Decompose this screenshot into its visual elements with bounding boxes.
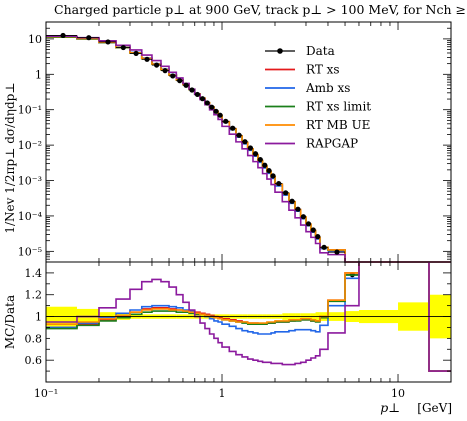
legend-label: RT xs <box>306 63 340 77</box>
legend-entry-rt-xs: RT xs <box>265 63 340 77</box>
ratio-line-rapgap <box>46 261 451 372</box>
legend-entry-rt-xs-limit: RT xs limit <box>265 100 371 114</box>
data-point <box>310 227 316 233</box>
legend-entry-rapgap: RAPGAP <box>265 137 358 151</box>
data-point <box>189 87 195 93</box>
legend-label: Data <box>306 44 335 58</box>
data-point <box>289 198 295 204</box>
y-tick-label: 1 <box>35 68 42 81</box>
data-point <box>154 62 160 68</box>
data-point <box>236 132 242 138</box>
ratio-panel-frame <box>45 261 452 383</box>
legend-label: RAPGAP <box>306 137 358 151</box>
data-point <box>170 73 176 79</box>
y-tick-label: 10⁻¹ <box>18 104 42 117</box>
data-point <box>266 168 272 174</box>
y-tick-label: 10 <box>28 33 42 46</box>
data-point <box>295 206 301 212</box>
data-point <box>252 151 259 157</box>
chart-title: Charged particle p⊥ at 900 GeV, track p⊥… <box>54 2 467 17</box>
data-point <box>257 156 263 163</box>
data-point <box>334 249 340 255</box>
legend-entry-amb-xs: Amb xs <box>265 81 350 95</box>
legend-entry-data: Data <box>265 44 335 58</box>
legend: Data RT xs Amb xs RT xs limit RT MB UE RAPGAP <box>265 44 371 151</box>
x-tick-label: 1 <box>219 387 226 400</box>
legend-label: RT xs limit <box>306 100 371 114</box>
x-axis-label: p⊥ <box>380 400 400 415</box>
legend-entry-rt-mb-ue: RT MB UE <box>265 118 370 132</box>
data-point <box>204 100 210 106</box>
data-point <box>242 139 248 145</box>
data-point <box>300 214 306 220</box>
legend-label: Amb xs <box>305 81 350 95</box>
y-tick-label: 10⁻⁵ <box>18 245 42 258</box>
data-point <box>60 32 66 39</box>
main-line-rapgap <box>46 35 451 263</box>
ratio-y-tick-label: 1 <box>35 311 42 324</box>
data-point <box>133 50 139 56</box>
ratio-line-rt-mb-ue <box>46 261 451 372</box>
data-point <box>120 44 126 51</box>
y-tick-label: 10⁻³ <box>18 175 42 188</box>
data-point <box>315 234 321 240</box>
ratio-line-amb-xs <box>46 261 451 372</box>
ratio-y-tick-label: 0.8 <box>25 332 43 345</box>
ratio-y-axis-label: MC/Data <box>3 295 17 349</box>
data-point <box>283 190 289 196</box>
data-point <box>199 96 206 102</box>
data-point <box>223 118 229 124</box>
data-point <box>209 104 215 110</box>
data-point <box>305 221 312 227</box>
data-point <box>247 145 254 151</box>
data-point <box>183 82 189 88</box>
data-point <box>105 39 111 45</box>
legend-label: RT MB UE <box>306 118 370 132</box>
data-point <box>262 162 268 168</box>
data-point <box>217 112 223 118</box>
y-tick-label: 10⁻⁴ <box>18 210 43 223</box>
x-axis-unit: [GeV] <box>417 401 452 415</box>
data-point <box>144 56 150 62</box>
ratio-y-tick-label: 1.2 <box>25 289 43 302</box>
data-point <box>230 125 236 131</box>
data-point <box>177 78 183 84</box>
ratio-y-tick-label: 0.6 <box>25 354 43 367</box>
legend-marker <box>277 48 283 54</box>
data-point <box>321 244 327 250</box>
main-y-axis-label: 1/Nev 1/2πp⊥ dσ/dηdp⊥ <box>3 82 17 233</box>
data-point <box>270 173 276 179</box>
x-tick-label: 10⁻¹ <box>34 387 58 400</box>
ratio-y-tick-label: 1.4 <box>25 267 43 280</box>
x-tick-label: 10 <box>391 387 405 400</box>
data-point <box>213 108 219 114</box>
y-tick-label: 10⁻² <box>18 139 42 152</box>
data-point <box>162 68 168 74</box>
data-point <box>194 91 201 98</box>
data-point <box>276 180 282 187</box>
data-point <box>86 35 92 41</box>
